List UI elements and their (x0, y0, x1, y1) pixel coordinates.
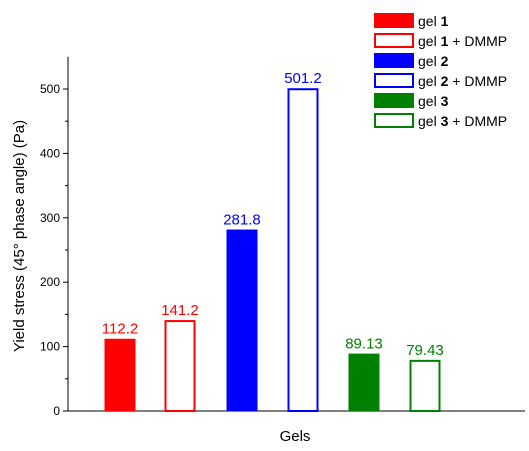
legend-label: gel 1 + DMMP (418, 33, 507, 49)
data-label: 281.8 (223, 212, 261, 229)
y-tick-label: 200 (40, 275, 60, 289)
y-tick-label: 0 (53, 404, 60, 418)
bar (348, 353, 380, 411)
bar (164, 320, 196, 412)
legend-swatch (374, 93, 414, 108)
legend-swatch (374, 113, 414, 128)
legend-swatch (374, 73, 414, 88)
legend-swatch (374, 53, 414, 68)
legend-label: gel 2 + DMMP (418, 73, 507, 89)
data-label: 501.2 (284, 70, 322, 87)
bars (104, 88, 441, 412)
data-label: 141.2 (161, 302, 199, 319)
legend-swatch (374, 33, 414, 48)
data-labels: 112.2 141.2 281.8 501.2 89.13 79.43 (102, 70, 444, 359)
bar (409, 359, 441, 412)
y-tick-label: 300 (40, 211, 60, 225)
y-tick-label: 500 (40, 82, 60, 96)
bar (287, 88, 319, 412)
bar (104, 338, 136, 411)
data-label: 79.43 (406, 342, 444, 359)
axes: 0 100 200 300 400 500 (40, 56, 525, 418)
data-label: 89.13 (345, 336, 383, 353)
bar (226, 229, 258, 411)
y-tick-label: 100 (40, 340, 60, 354)
legend-label: gel 1 (418, 13, 449, 29)
legend-swatch (374, 13, 414, 28)
data-label: 112.2 (102, 321, 138, 338)
x-axis-title: Gels (280, 428, 311, 445)
legend-label: gel 2 (418, 53, 449, 69)
y-tick-label: 400 (40, 146, 60, 160)
legend-label: gel 3 + DMMP (418, 113, 507, 129)
legend: gel 1 gel 1 + DMMP gel 2 gel 2 + DMMP gel 3 g… (374, 13, 507, 129)
y-axis-title: Yield stress (45° phase angle) (Pa) (11, 120, 28, 352)
legend-label: gel 3 (418, 93, 449, 109)
